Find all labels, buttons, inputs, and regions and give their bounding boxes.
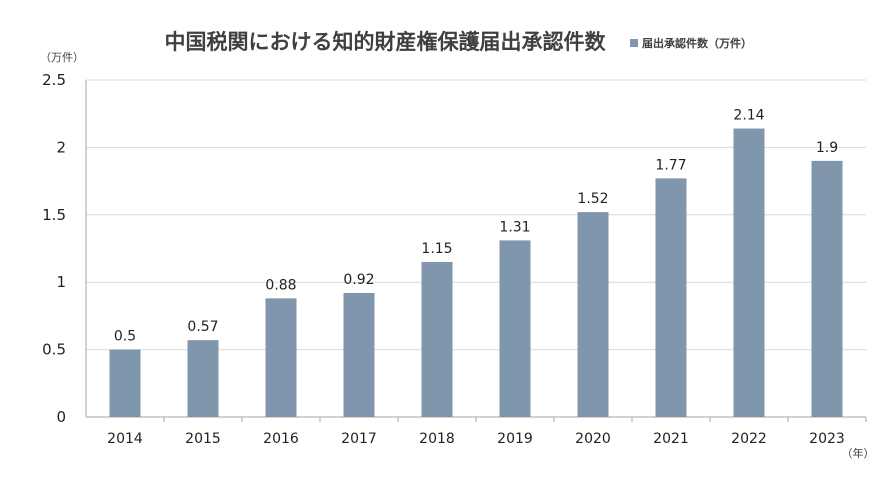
y-tick-label: 2 [56, 138, 66, 156]
x-tick-label-2014: 2014 [107, 431, 143, 447]
x-tick-label-2016: 2016 [263, 431, 299, 447]
value-label-2015: 0.57 [187, 319, 218, 335]
bar-2021 [655, 178, 687, 417]
x-tick-label-2020: 2020 [575, 431, 611, 447]
x-axis-unit-label: （年） [842, 446, 875, 460]
y-axis-ticks: 0 0.5 1 1.5 2 2.5 [42, 71, 66, 426]
bar-2017 [343, 292, 375, 417]
bar-2019 [499, 240, 531, 417]
legend-swatch [630, 39, 638, 47]
bar-2016 [265, 298, 297, 417]
x-tick-label-2017: 2017 [341, 431, 377, 447]
chart-title: 中国税関における知的財産権保護届出承認件数 [165, 30, 607, 54]
x-tick-label-2015: 2015 [185, 431, 221, 447]
legend-label: 届出承認件数（万件） [642, 36, 752, 50]
bar-2023 [811, 160, 843, 417]
x-tick-label-2022: 2022 [731, 431, 767, 447]
value-label-2018: 1.15 [421, 241, 452, 257]
x-tick-label-2023: 2023 [809, 431, 845, 447]
value-label-2019: 1.31 [499, 219, 530, 235]
x-tick-label-2019: 2019 [497, 431, 533, 447]
bars [109, 128, 843, 417]
value-label-2014: 0.5 [114, 329, 136, 345]
value-label-2020: 1.52 [577, 191, 608, 207]
bar-2015 [187, 340, 219, 417]
bar-2022 [733, 128, 765, 417]
value-label-2022: 2.14 [733, 108, 764, 124]
y-axis-unit-label: （万件） [40, 51, 84, 64]
value-label-2016: 0.88 [265, 277, 296, 293]
value-label-2023: 1.9 [816, 140, 838, 156]
bar-2018 [421, 261, 453, 417]
y-tick-label: 0.5 [42, 341, 66, 359]
y-tick-label: 1 [56, 273, 66, 291]
y-tick-label: 1.5 [42, 206, 66, 224]
bar-2020 [577, 212, 609, 417]
value-label-2017: 0.92 [343, 272, 374, 288]
bar-2014 [109, 349, 141, 417]
value-labels: 0.5 0.57 0.88 0.92 1.15 1.31 1.52 1.77 2.14 1.9 [114, 108, 838, 345]
y-tick-label: 2.5 [42, 71, 66, 89]
x-tick-label-2018: 2018 [419, 431, 455, 447]
x-axis-ticks: 2014 2015 2016 2017 2018 2019 2020 2021 2022 2023 [107, 417, 867, 447]
y-tick-label: 0 [56, 408, 66, 426]
x-tick-label-2021: 2021 [653, 431, 689, 447]
value-label-2021: 1.77 [655, 157, 686, 173]
